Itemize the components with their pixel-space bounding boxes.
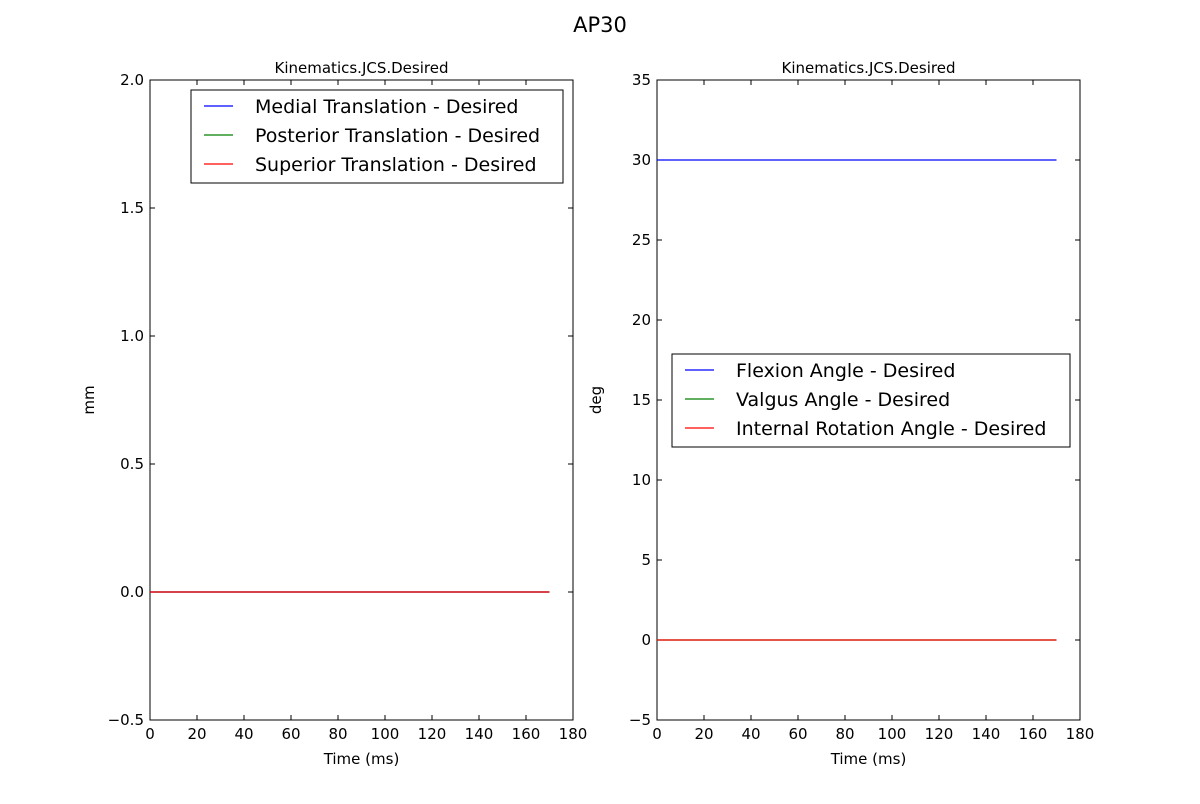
y-tick-label: 10	[632, 471, 651, 489]
chart-title: Kinematics.JCS.Desired	[275, 59, 449, 77]
legend-label-1: Flexion Angle - Desired	[736, 360, 955, 382]
x-tick-label: 140	[465, 725, 494, 743]
y-tick-label: 15	[632, 391, 651, 409]
y-tick-label: 25	[632, 231, 651, 249]
x-axis-label: Time (ms)	[830, 750, 907, 768]
x-tick-label: 180	[1066, 725, 1095, 743]
legend-label-3: Internal Rotation Angle - Desired	[736, 418, 1046, 440]
y-tick-label: 2.0	[120, 71, 144, 89]
y-axis-label: mm	[80, 385, 98, 414]
x-tick-label: 160	[512, 725, 541, 743]
plot-area	[149, 79, 574, 721]
y-tick-label: 1.0	[120, 327, 144, 345]
x-tick-label: 100	[878, 725, 907, 743]
x-tick-label: 0	[652, 725, 662, 743]
y-tick-label: −0.5	[108, 711, 144, 729]
x-tick-label: 180	[559, 725, 588, 743]
x-axis-label: Time (ms)	[323, 750, 400, 768]
x-tick-label: 120	[925, 725, 954, 743]
y-tick-label: 0	[641, 631, 651, 649]
x-tick-label: 0	[145, 725, 155, 743]
y-tick-label: 30	[632, 151, 651, 169]
legend-box	[671, 353, 1071, 448]
chart-panel-1: 0 20 40 60 80 100 120 140 160 180 −0.5 0.0 0.5 1.0 1.5…	[80, 59, 587, 768]
x-tick-label: 160	[1019, 725, 1048, 743]
chart-panel-2: 0 20 40 60 80 100 120 140 160 180−505101520253035…	[587, 59, 1094, 768]
x-tick-label: 60	[281, 725, 300, 743]
x-tick-label: 40	[234, 725, 253, 743]
y-tick-label: 0.0	[120, 583, 144, 601]
y-tick-label: 0.5	[120, 455, 144, 473]
x-tick-label: 20	[187, 725, 206, 743]
y-tick-label: 5	[641, 551, 651, 569]
x-tick-label: 140	[972, 725, 1001, 743]
legend-label-2: Valgus Angle - Desired	[736, 389, 950, 411]
x-tick-label: 120	[418, 725, 447, 743]
x-tick-label: 60	[788, 725, 807, 743]
legend-label-2: Posterior Translation - Desired	[255, 125, 540, 147]
x-tick-label: 80	[835, 725, 854, 743]
y-tick-label: −5	[629, 711, 651, 729]
x-tick-label: 80	[328, 725, 347, 743]
x-tick-label: 20	[694, 725, 713, 743]
y-tick-label: 1.5	[120, 199, 144, 217]
legend-label-3: Superior Translation - Desired	[255, 154, 537, 176]
legend: Medial Translation - Desired Posterior Tr…	[190, 89, 564, 184]
figure-title: AP30	[573, 13, 627, 37]
x-tick-label: 40	[741, 725, 760, 743]
x-tick-label: 100	[371, 725, 400, 743]
legend-box	[190, 89, 564, 184]
legend: Flexion Angle - Desired Valgus Angle - De…	[671, 353, 1071, 448]
y-tick-label: 35	[632, 71, 651, 89]
y-tick-label: 20	[632, 311, 651, 329]
legend-label-1: Medial Translation - Desired	[255, 96, 519, 118]
chart-title: Kinematics.JCS.Desired	[782, 59, 956, 77]
y-axis-label: deg	[587, 386, 605, 414]
